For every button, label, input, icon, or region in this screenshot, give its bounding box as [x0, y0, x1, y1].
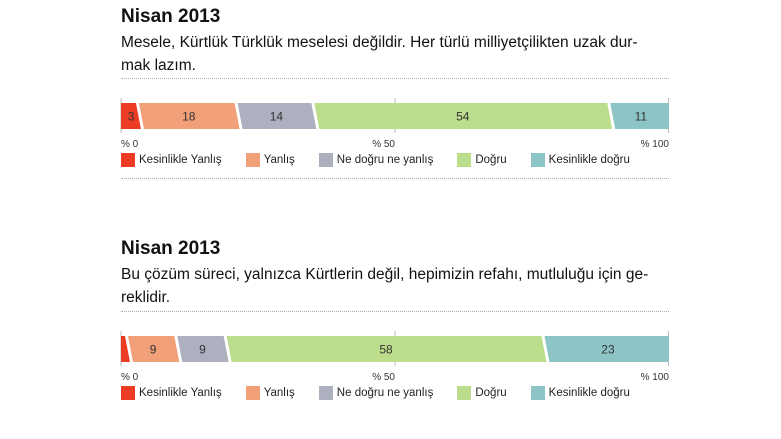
data-label: 23: [601, 343, 615, 357]
divider: [121, 78, 669, 79]
bar-segment: [226, 336, 547, 362]
legend-item: Ne doğru ne yanlış: [318, 386, 434, 400]
legend-swatch: [457, 386, 472, 400]
data-label: 9: [199, 343, 206, 357]
legend-swatch: [121, 386, 135, 400]
data-label: 58: [379, 343, 393, 357]
legend-label: Ne doğru ne yanlış: [336, 387, 434, 399]
bar-segment: [127, 336, 180, 362]
legend-swatch: [530, 153, 545, 167]
chart-subtitle: Bu çözüm süreci, yalnızca Kürtlerin deği…: [121, 263, 669, 309]
legend-swatch: [245, 386, 260, 400]
legend-item: Kesinlikle Yanlış: [121, 153, 222, 167]
stacked-bar: % 0 % 50 % 100 3 18 14 54 11: [120, 98, 669, 150]
legend-label: Yanlış: [263, 154, 295, 166]
chart-title: Nisan 2013: [121, 238, 221, 259]
legend-item: Ne doğru ne yanlış: [318, 153, 434, 167]
tick-label: % 100: [641, 139, 670, 150]
data-label: 3: [128, 110, 135, 124]
divider: [121, 311, 669, 312]
legend-label: Kesinlikle Yanlış: [139, 387, 222, 399]
legend-label: Kesinlikle doğru: [548, 154, 630, 166]
tick-label: % 50: [372, 139, 395, 150]
legend-item: Yanlış: [245, 386, 295, 400]
stacked-bar: % 0 % 50 % 100 9 9 58 23: [120, 331, 669, 383]
legend-label: Ne doğru ne yanlış: [336, 154, 434, 166]
data-label: 11: [635, 110, 648, 124]
legend-label: Doğru: [475, 387, 507, 399]
legend-swatch: [530, 386, 545, 400]
data-label: 9: [150, 343, 157, 357]
legend-swatch: [457, 153, 472, 167]
data-label: 54: [456, 110, 470, 124]
legend-item: Doğru: [457, 153, 507, 167]
data-label: 14: [270, 110, 284, 124]
legend-swatch: [318, 386, 333, 400]
legend-item: Kesinlikle doğru: [530, 386, 630, 400]
bar-segment: [237, 103, 317, 129]
bar-segment: [121, 336, 130, 362]
bar-segment: [610, 103, 669, 129]
legend-label: Kesinlikle Yanlış: [139, 154, 222, 166]
legend-label: Kesinlikle doğru: [548, 387, 630, 399]
chart-title: Nisan 2013: [121, 6, 221, 27]
tick-label: % 0: [121, 139, 139, 150]
subtitle-line: mak lazım.: [121, 57, 196, 74]
legend-swatch: [318, 153, 333, 167]
data-label: 18: [182, 110, 196, 124]
subtitle-line: reklidir.: [121, 289, 171, 306]
divider: [121, 178, 669, 179]
bar-segment: [314, 103, 613, 129]
chart-panel-1: Nisan 2013 Mesele, Kürtlük Türklük mesel…: [120, 6, 669, 179]
legend-label: Doğru: [475, 154, 507, 166]
legend-label: Yanlış: [263, 387, 295, 399]
legend-item: Kesinlikle doğru: [530, 153, 630, 167]
chart-panel-2: Nisan 2013 Bu çözüm süreci, yalnızca Kür…: [120, 238, 669, 400]
tick-label: % 100: [641, 372, 670, 383]
subtitle-line: Mesele, Kürtlük Türklük meselesi değildi…: [121, 34, 638, 51]
legend-item: Kesinlikle Yanlış: [121, 386, 222, 400]
legend-swatch: [121, 153, 135, 167]
subtitle-line: Bu çözüm süreci, yalnızca Kürtlerin deği…: [121, 266, 649, 283]
bar-segment: [544, 336, 669, 362]
legend: Kesinlikle Yanlış Yanlış Ne doğru ne yanlı…: [121, 153, 654, 167]
bar-segment: [121, 103, 141, 129]
legend: Kesinlikle Yanlış Yanlış Ne doğru ne yanlı…: [121, 386, 654, 400]
bar-segment: [138, 103, 240, 129]
bar-segment: [177, 336, 229, 362]
legend-item: Doğru: [457, 386, 507, 400]
tick-label: % 50: [372, 372, 395, 383]
legend-swatch: [245, 153, 260, 167]
legend-item: Yanlış: [245, 153, 295, 167]
tick-label: % 0: [121, 372, 139, 383]
chart-subtitle: Mesele, Kürtlük Türklük meselesi değildi…: [121, 31, 669, 77]
